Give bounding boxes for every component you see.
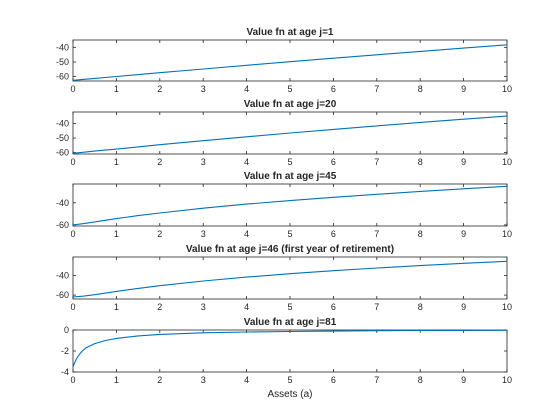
x-tick-label: 9 <box>461 157 466 167</box>
x-tick-label: 8 <box>418 302 423 312</box>
x-tick-label: 6 <box>331 157 336 167</box>
series-line-1 <box>72 329 508 368</box>
x-tick-label: 6 <box>331 84 336 94</box>
x-tick-label: 2 <box>157 84 162 94</box>
axes-box <box>72 256 508 300</box>
x-tick-label: 1 <box>114 84 119 94</box>
x-tick-label: 2 <box>157 157 162 167</box>
x-tick-label: 5 <box>287 375 292 385</box>
x-tick-label: 10 <box>502 229 512 239</box>
y-tick-label: -50 <box>56 57 69 67</box>
x-tick-label: 4 <box>244 157 249 167</box>
x-tick-label: 5 <box>287 229 292 239</box>
subplot-title: Value fn at age j=1 <box>247 27 334 38</box>
x-tick-label: 7 <box>374 229 379 239</box>
x-tick-label: 0 <box>70 84 75 94</box>
x-tick-label: 0 <box>70 229 75 239</box>
x-tick-label: 1 <box>114 229 119 239</box>
y-tick-label: -60 <box>56 220 69 230</box>
y-tick-label: -4 <box>61 367 69 377</box>
x-tick-label: 10 <box>502 157 512 167</box>
x-tick-label: 7 <box>374 302 379 312</box>
x-tick-label: 10 <box>502 375 512 385</box>
x-tick-label: 5 <box>287 157 292 167</box>
x-tick-label: 9 <box>461 84 466 94</box>
y-tick-label: -40 <box>56 271 69 281</box>
x-tick-label: 1 <box>114 157 119 167</box>
y-tick-label: -2 <box>61 346 69 356</box>
subplot-title: Value fn at age j=81 <box>244 317 337 328</box>
x-tick-label: 4 <box>244 375 249 385</box>
x-tick-label: 9 <box>461 302 466 312</box>
subplot-title: Value fn at age j=45 <box>244 171 337 182</box>
y-tick-label: -40 <box>56 42 69 52</box>
x-tick-label: 10 <box>502 302 512 312</box>
x-tick-label: 3 <box>201 157 206 167</box>
x-tick-label: 1 <box>114 375 119 385</box>
x-tick-label: 8 <box>418 229 423 239</box>
y-tick-label: -50 <box>56 133 69 143</box>
x-tick-label: 7 <box>374 84 379 94</box>
x-tick-label: 0 <box>70 375 75 385</box>
x-tick-label: 5 <box>287 84 292 94</box>
x-tick-label: 3 <box>201 84 206 94</box>
x-tick-label: 8 <box>418 84 423 94</box>
x-tick-label: 7 <box>374 157 379 167</box>
x-tick-label: 0 <box>70 302 75 312</box>
x-tick-label: 9 <box>461 229 466 239</box>
x-tick-label: 8 <box>418 375 423 385</box>
subplot-1: Value fn at age j=1 0 1 2 3 4 5 6 7 8 9 10 -60 -50 -40 <box>56 27 512 94</box>
x-tick-label: 5 <box>287 302 292 312</box>
subplot-2: Value fn at age j=20 0 1 2 3 4 5 6 7 8 9 10 -60 -50 -4… <box>56 99 512 167</box>
x-tick-label: 7 <box>374 375 379 385</box>
subplot-title: Value fn at age j=20 <box>244 99 337 110</box>
y-tick-label: -40 <box>56 198 69 208</box>
subplot-title: Value fn at age j=46 (first year of reti… <box>186 244 394 255</box>
y-tick-label: -60 <box>56 148 69 158</box>
subplot-3: Value fn at age j=45 0 1 2 3 4 5 6 7 8 9 10 -60 -40 <box>56 171 512 239</box>
y-tick-label: 0 <box>64 325 69 335</box>
series-line-1 <box>72 44 508 81</box>
series-line-1 <box>72 260 508 298</box>
x-tick-label: 3 <box>201 302 206 312</box>
x-tick-label: 1 <box>114 302 119 312</box>
x-tick-label: 2 <box>157 302 162 312</box>
x-tick-label: 4 <box>244 229 249 239</box>
x-tick-label: 3 <box>201 229 206 239</box>
x-tick-label: 4 <box>244 84 249 94</box>
x-tick-label: 6 <box>331 229 336 239</box>
series-line-1 <box>72 115 508 154</box>
subplot-4: Value fn at age j=46 (first year of reti… <box>56 244 512 312</box>
x-axis-label: Assets (a) <box>267 389 312 400</box>
y-tick-label: -40 <box>56 119 69 129</box>
x-tick-label: 10 <box>502 84 512 94</box>
x-tick-label: 2 <box>157 229 162 239</box>
x-tick-label: 6 <box>331 302 336 312</box>
x-tick-label: 2 <box>157 375 162 385</box>
x-tick-label: 9 <box>461 375 466 385</box>
x-tick-label: 0 <box>70 157 75 167</box>
series-line-1 <box>72 185 508 226</box>
x-tick-label: 4 <box>244 302 249 312</box>
x-tick-label: 8 <box>418 157 423 167</box>
y-tick-label: -60 <box>56 72 69 82</box>
x-tick-label: 6 <box>331 375 336 385</box>
y-tick-label: -60 <box>56 290 69 300</box>
subplot-5: Value fn at age j=81 0 1 2 3 4 5 6 7 8 9 10 -4 -2 0 Ass… <box>61 317 512 400</box>
x-tick-label: 3 <box>201 375 206 385</box>
